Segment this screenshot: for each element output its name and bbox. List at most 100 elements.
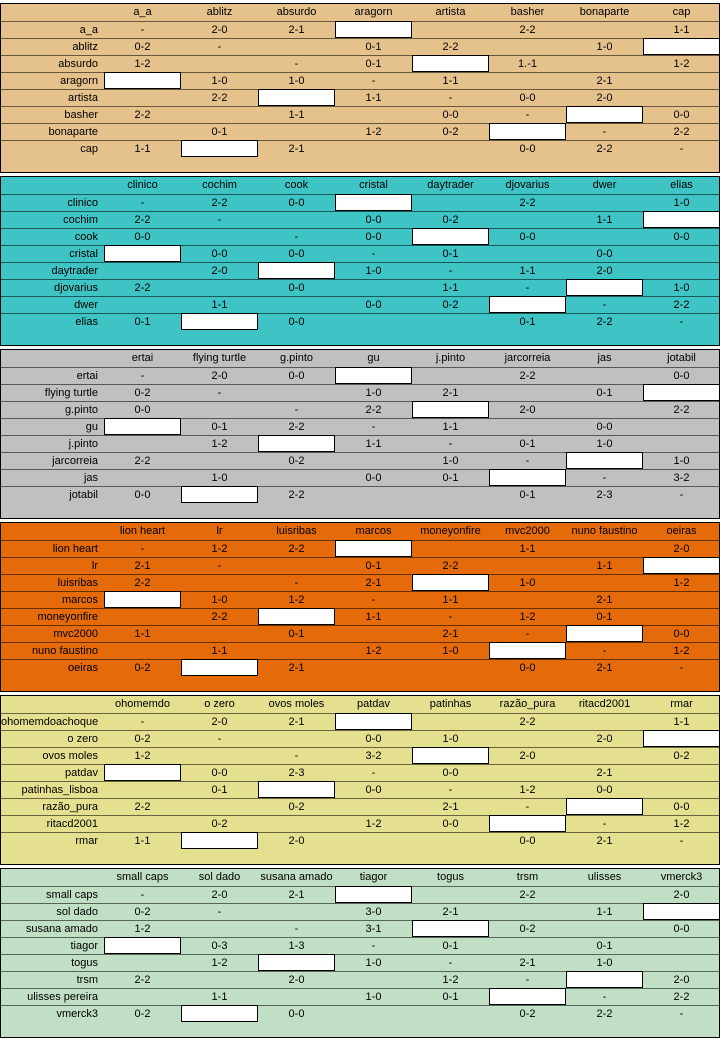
blank-cell (566, 625, 643, 642)
score-cell (181, 55, 258, 72)
score-cell: 0-2 (643, 747, 720, 764)
results-grid: ertai flying turtle g.pinto gu j.pinto jarcor… (1, 350, 720, 503)
score-cell: 1-0 (181, 72, 258, 89)
score-cell: 1-1 (566, 211, 643, 228)
score-cell: 2-1 (566, 659, 643, 676)
column-header: togus (437, 871, 464, 883)
row-label: ritacd2001 (1, 815, 104, 832)
row-label: cap (1, 140, 104, 157)
blank-cell (489, 988, 566, 1005)
score-cell (412, 194, 489, 211)
score-cell (412, 713, 489, 730)
score-cell: - (181, 211, 258, 228)
score-cell (489, 591, 566, 608)
score-cell: 1-2 (335, 642, 412, 659)
score-cell (566, 194, 643, 211)
score-cell: - (104, 21, 181, 38)
score-cell: 2-1 (566, 832, 643, 849)
column-header: moneyonfire (420, 525, 481, 537)
score-cell: - (258, 747, 335, 764)
score-cell (643, 608, 720, 625)
score-cell (489, 418, 566, 435)
score-cell: - (335, 937, 412, 954)
score-cell: - (489, 971, 566, 988)
blank-cell (566, 279, 643, 296)
row-label: susana amado (1, 920, 104, 937)
score-cell: 3-2 (643, 469, 720, 486)
score-cell: - (566, 642, 643, 659)
column-header: razão_pura (499, 698, 556, 710)
column-header: o zero (204, 698, 235, 710)
blank-cell (181, 1005, 258, 1022)
score-cell (258, 296, 335, 313)
score-cell (335, 106, 412, 123)
score-cell: - (489, 106, 566, 123)
row-label: ulisses pereira (1, 988, 104, 1005)
row-label: jotabil (1, 486, 104, 503)
score-cell: 1-2 (643, 815, 720, 832)
blank-cell (643, 730, 720, 747)
results-grid: a_a ablitz absurdo aragorn artista basher bona… (1, 4, 720, 157)
score-cell (104, 781, 181, 798)
score-cell: 0-0 (566, 245, 643, 262)
score-cell: 0-2 (258, 798, 335, 815)
score-cell: - (489, 625, 566, 642)
score-cell: 2-2 (489, 194, 566, 211)
score-cell: 1-1 (181, 988, 258, 1005)
score-cell: - (566, 469, 643, 486)
score-cell (412, 659, 489, 676)
blank-cell (181, 140, 258, 157)
score-cell (566, 747, 643, 764)
score-cell: 2-2 (104, 211, 181, 228)
score-cell: 2-1 (258, 21, 335, 38)
score-cell (489, 211, 566, 228)
column-header: ovos moles (268, 698, 325, 710)
score-cell: 2-1 (566, 764, 643, 781)
score-cell (181, 747, 258, 764)
score-cell: - (643, 659, 720, 676)
score-cell: 1-0 (335, 262, 412, 279)
group-table: a_a ablitz absurdo aragorn artista basher bona… (0, 3, 720, 173)
score-cell: 1-0 (566, 954, 643, 971)
score-cell: 2-2 (643, 123, 720, 140)
results-grid: ohomemdo o zero ovos moles patdav patinhas ra… (1, 696, 720, 849)
score-cell (104, 815, 181, 832)
score-cell: 1-3 (258, 937, 335, 954)
score-cell (258, 730, 335, 747)
row-label: cook (1, 228, 104, 245)
column-header: small caps (116, 871, 169, 883)
score-cell (104, 123, 181, 140)
blank-cell (181, 832, 258, 849)
score-cell: 0-0 (335, 211, 412, 228)
column-header: luisribas (276, 525, 317, 537)
score-cell: 1-2 (643, 642, 720, 659)
score-cell: - (566, 296, 643, 313)
score-cell: 2-2 (104, 798, 181, 815)
score-cell: 2-1 (258, 659, 335, 676)
row-label: patdav (1, 764, 104, 781)
score-cell: - (104, 194, 181, 211)
score-cell (335, 313, 412, 330)
score-cell: 0-2 (104, 1005, 181, 1022)
score-cell: 0-2 (104, 384, 181, 401)
blank-cell (335, 886, 412, 903)
blank-cell (489, 296, 566, 313)
score-cell (643, 262, 720, 279)
score-cell (489, 730, 566, 747)
score-cell: 2-0 (181, 367, 258, 384)
score-cell: 1-2 (643, 574, 720, 591)
column-header: daytrader (427, 179, 474, 191)
row-label: flying turtle (1, 384, 104, 401)
score-cell: 0-2 (489, 1005, 566, 1022)
score-cell (643, 72, 720, 89)
score-cell: - (104, 367, 181, 384)
column-header: lion heart (119, 525, 166, 537)
blank-cell (566, 971, 643, 988)
score-cell (412, 367, 489, 384)
score-cell (412, 1005, 489, 1022)
row-label: daytrader (1, 262, 104, 279)
score-cell (643, 245, 720, 262)
column-header: marcos (355, 525, 392, 537)
score-cell: - (566, 988, 643, 1005)
row-label: ohomemdoachoque (1, 713, 104, 730)
